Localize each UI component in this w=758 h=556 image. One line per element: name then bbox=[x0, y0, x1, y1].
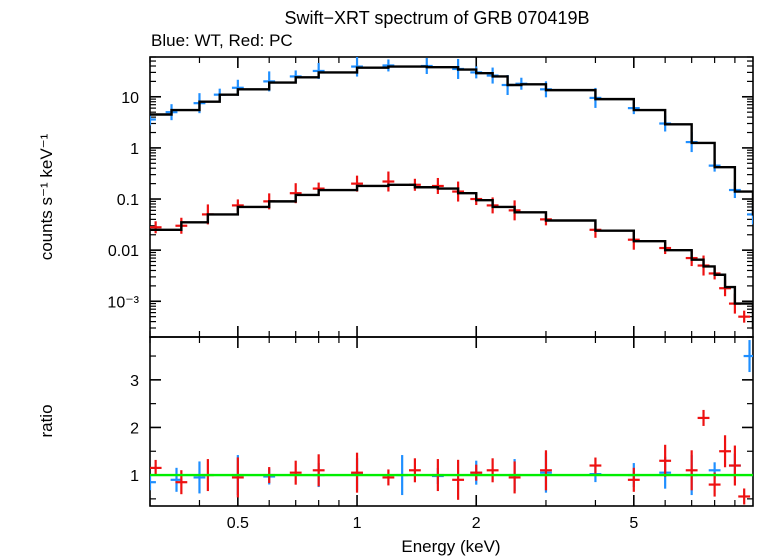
tick-labels: 0.5 1 2 5 10⁻³ 0.01 0.1 1 10 1 2 3 bbox=[107, 90, 638, 532]
chart-title: Swift−XRT spectrum of GRB 070419B bbox=[285, 8, 590, 28]
x-tick-label: 2 bbox=[472, 515, 481, 532]
ratio-tick-label: 2 bbox=[130, 420, 139, 437]
ratio-panel-frame bbox=[149, 336, 754, 507]
spectrum-y-axis-label: counts s⁻¹ keV⁻¹ bbox=[37, 133, 56, 260]
y-tick-label: 10 bbox=[121, 90, 139, 107]
y-tick-label: 0.01 bbox=[108, 243, 139, 260]
y-tick-label: 0.1 bbox=[117, 192, 139, 209]
y-tick-label: 10⁻³ bbox=[107, 294, 139, 311]
pc-spectrum-series bbox=[150, 171, 751, 323]
ratio-tick-label: 3 bbox=[130, 373, 139, 390]
ratio-tick-label: 1 bbox=[130, 468, 139, 485]
x-axis-label: Energy (keV) bbox=[401, 537, 500, 556]
wt-spectrum-series bbox=[150, 57, 753, 225]
x-tick-label: 1 bbox=[353, 515, 362, 532]
x-tick-label: 5 bbox=[629, 515, 638, 532]
ratio-plot-area bbox=[150, 340, 753, 505]
ratio-y-axis-label: ratio bbox=[37, 404, 56, 437]
pc-ratio-series bbox=[150, 409, 751, 505]
spectrum-plot-area bbox=[150, 57, 753, 330]
pc-model-line bbox=[150, 183, 753, 330]
chart-subtitle: Blue: WT, Red: PC bbox=[151, 31, 293, 50]
y-tick-label: 1 bbox=[130, 141, 139, 158]
spectrum-panel-frame bbox=[149, 56, 754, 338]
wt-model-line bbox=[150, 65, 753, 216]
x-tick-label: 0.5 bbox=[227, 515, 249, 532]
wt-ratio-series bbox=[150, 340, 753, 496]
